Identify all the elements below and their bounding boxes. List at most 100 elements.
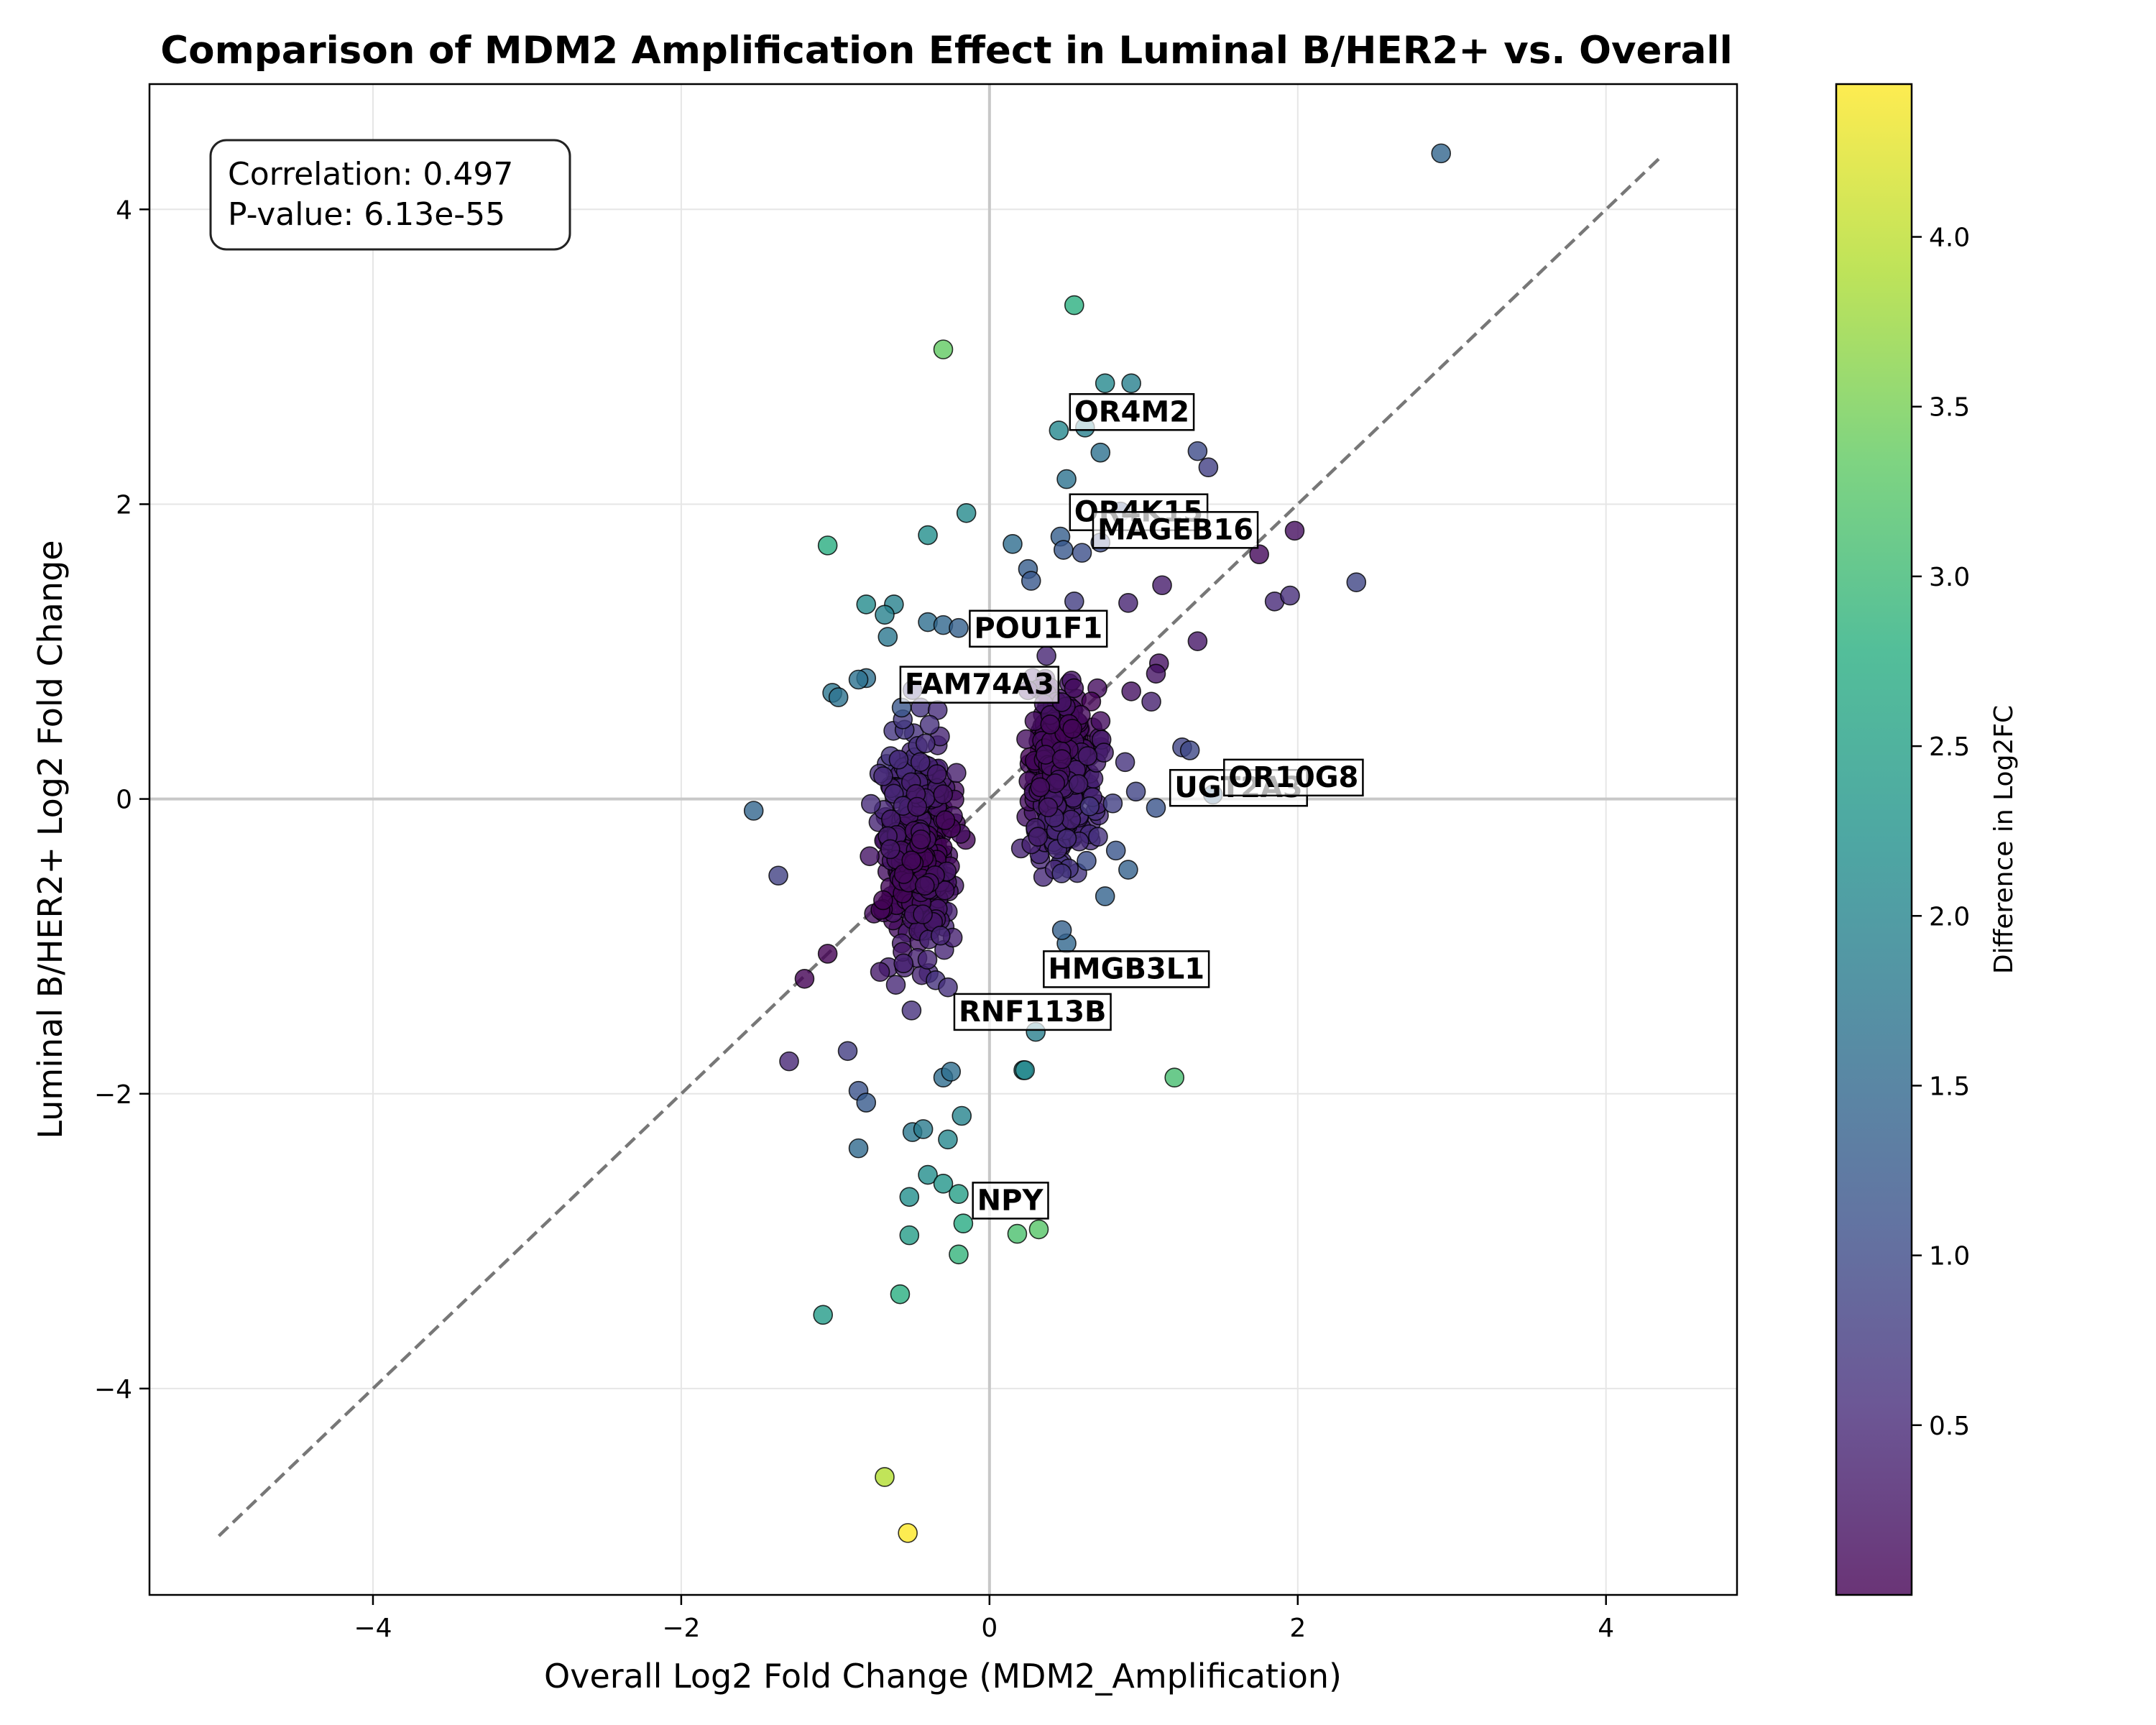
data-point [828, 687, 849, 707]
data-point [949, 617, 969, 638]
data-point [926, 764, 947, 784]
gene-label-box [1092, 511, 1259, 549]
x-tick-label: 4 [1598, 1614, 1614, 1643]
data-point [1062, 719, 1082, 739]
x-tick-label: 0 [981, 1614, 998, 1643]
data-point [1115, 752, 1135, 773]
data-point [768, 865, 788, 886]
data-point [817, 944, 838, 964]
data-point [941, 1062, 962, 1082]
data-point [899, 1187, 920, 1208]
data-point [907, 796, 928, 817]
data-point [1125, 781, 1146, 802]
data-point [915, 733, 936, 754]
data-point [1028, 1219, 1049, 1240]
data-point [875, 604, 895, 625]
data-point [1015, 1060, 1035, 1080]
chart-title: Comparison of MDM2 Amplification Effect … [160, 29, 1732, 73]
gene-label-text: OR4M2 [1074, 395, 1189, 428]
data-point [919, 714, 940, 735]
gene-label-box [899, 666, 1060, 704]
data-point [1198, 457, 1219, 477]
data-point [1102, 793, 1123, 814]
data-point [1079, 796, 1100, 816]
data-point [893, 953, 913, 974]
y-tick-label: 4 [116, 196, 132, 225]
gene-labels: OR4M2OR4K15MAGEB16POU1F1FAM74A3UGT2A3OR1… [899, 393, 1364, 1220]
data-point [949, 1244, 969, 1265]
data-point [890, 1284, 911, 1305]
data-point [938, 977, 958, 998]
data-point [880, 839, 900, 860]
y-tick-label: 2 [116, 490, 132, 520]
data-point [1049, 420, 1069, 441]
data-point [1036, 645, 1056, 666]
data-point [873, 890, 893, 911]
colorbar-gradient [1836, 84, 1912, 1595]
x-tick-label: −4 [354, 1614, 392, 1643]
colorbar-ticks: 0.5 1.0 1.5 2.0 2.5 3.0 3.5 4.0 [1912, 224, 1970, 1441]
data-point [1021, 571, 1041, 591]
x-axis-ticks: −4 −2 0 2 4 [354, 1595, 1614, 1643]
data-point [1030, 777, 1051, 798]
data-point [1068, 774, 1089, 794]
stats-annotation-box: Correlation: 0.497 P-value: 6.13e-55 [209, 139, 571, 251]
data-point [1280, 585, 1300, 606]
data-point [1152, 575, 1172, 596]
colorbar-frame [1835, 83, 1913, 1596]
data-point [1077, 746, 1098, 766]
data-point [933, 1174, 954, 1194]
gene-label: FAM74A3 [899, 666, 1060, 704]
gene-label: RNF113B [953, 993, 1112, 1031]
data-point [1061, 809, 1082, 830]
x-axis-label: Overall Log2 Fold Change (MDM2_Amplifica… [544, 1657, 1342, 1696]
data-point [1095, 886, 1115, 906]
data-point [1064, 678, 1084, 699]
data-point [1051, 920, 1072, 940]
data-point [1187, 441, 1208, 461]
x-tick-label: 2 [1289, 1614, 1306, 1643]
data-point [1088, 827, 1108, 847]
data-point [1164, 1067, 1184, 1087]
gene-label: NPY [972, 1182, 1049, 1220]
data-point [1051, 863, 1072, 883]
gene-label: OR4M2 [1069, 393, 1195, 431]
gene-label: MAGEB16 [1092, 511, 1259, 549]
y-tick-label: 0 [116, 786, 132, 815]
y-tick-label: −4 [94, 1375, 132, 1404]
colorbar: 0.5 1.0 1.5 2.0 2.5 3.0 3.5 4.0 Difference in L… [1835, 83, 2019, 1596]
data-point [1105, 840, 1126, 861]
gene-label-box [1043, 950, 1210, 988]
data-point [1003, 534, 1023, 554]
gene-label: POU1F1 [969, 610, 1108, 648]
colorbar-tick-label: 1.0 [1929, 1242, 1970, 1271]
data-point [1038, 797, 1059, 818]
data-point [917, 949, 938, 970]
data-point [1072, 543, 1092, 563]
data-point [877, 627, 898, 647]
data-point [1051, 749, 1072, 770]
gene-label-text: MAGEB16 [1097, 513, 1253, 546]
colorbar-tick-label: 2.5 [1929, 732, 1970, 762]
data-point [1007, 1223, 1028, 1244]
data-point [779, 1051, 799, 1072]
y-axis-ticks: −4 −2 0 2 4 [94, 196, 149, 1404]
data-point [856, 1092, 877, 1113]
data-point [1040, 714, 1061, 735]
data-point [875, 1467, 895, 1487]
data-point [911, 829, 931, 850]
colorbar-tick-label: 2.0 [1929, 902, 1970, 932]
colorbar-tick-label: 3.5 [1929, 393, 1970, 423]
data-point [1028, 827, 1049, 847]
data-point [1077, 850, 1097, 871]
data-point [1090, 711, 1111, 732]
data-point [1094, 742, 1114, 763]
data-point [949, 1184, 969, 1205]
data-point [1081, 691, 1102, 712]
data-point [930, 925, 951, 946]
data-point [918, 525, 938, 546]
pvalue-text: P-value: 6.13e-55 [228, 196, 505, 233]
data-point [856, 594, 877, 615]
data-point [956, 502, 977, 523]
